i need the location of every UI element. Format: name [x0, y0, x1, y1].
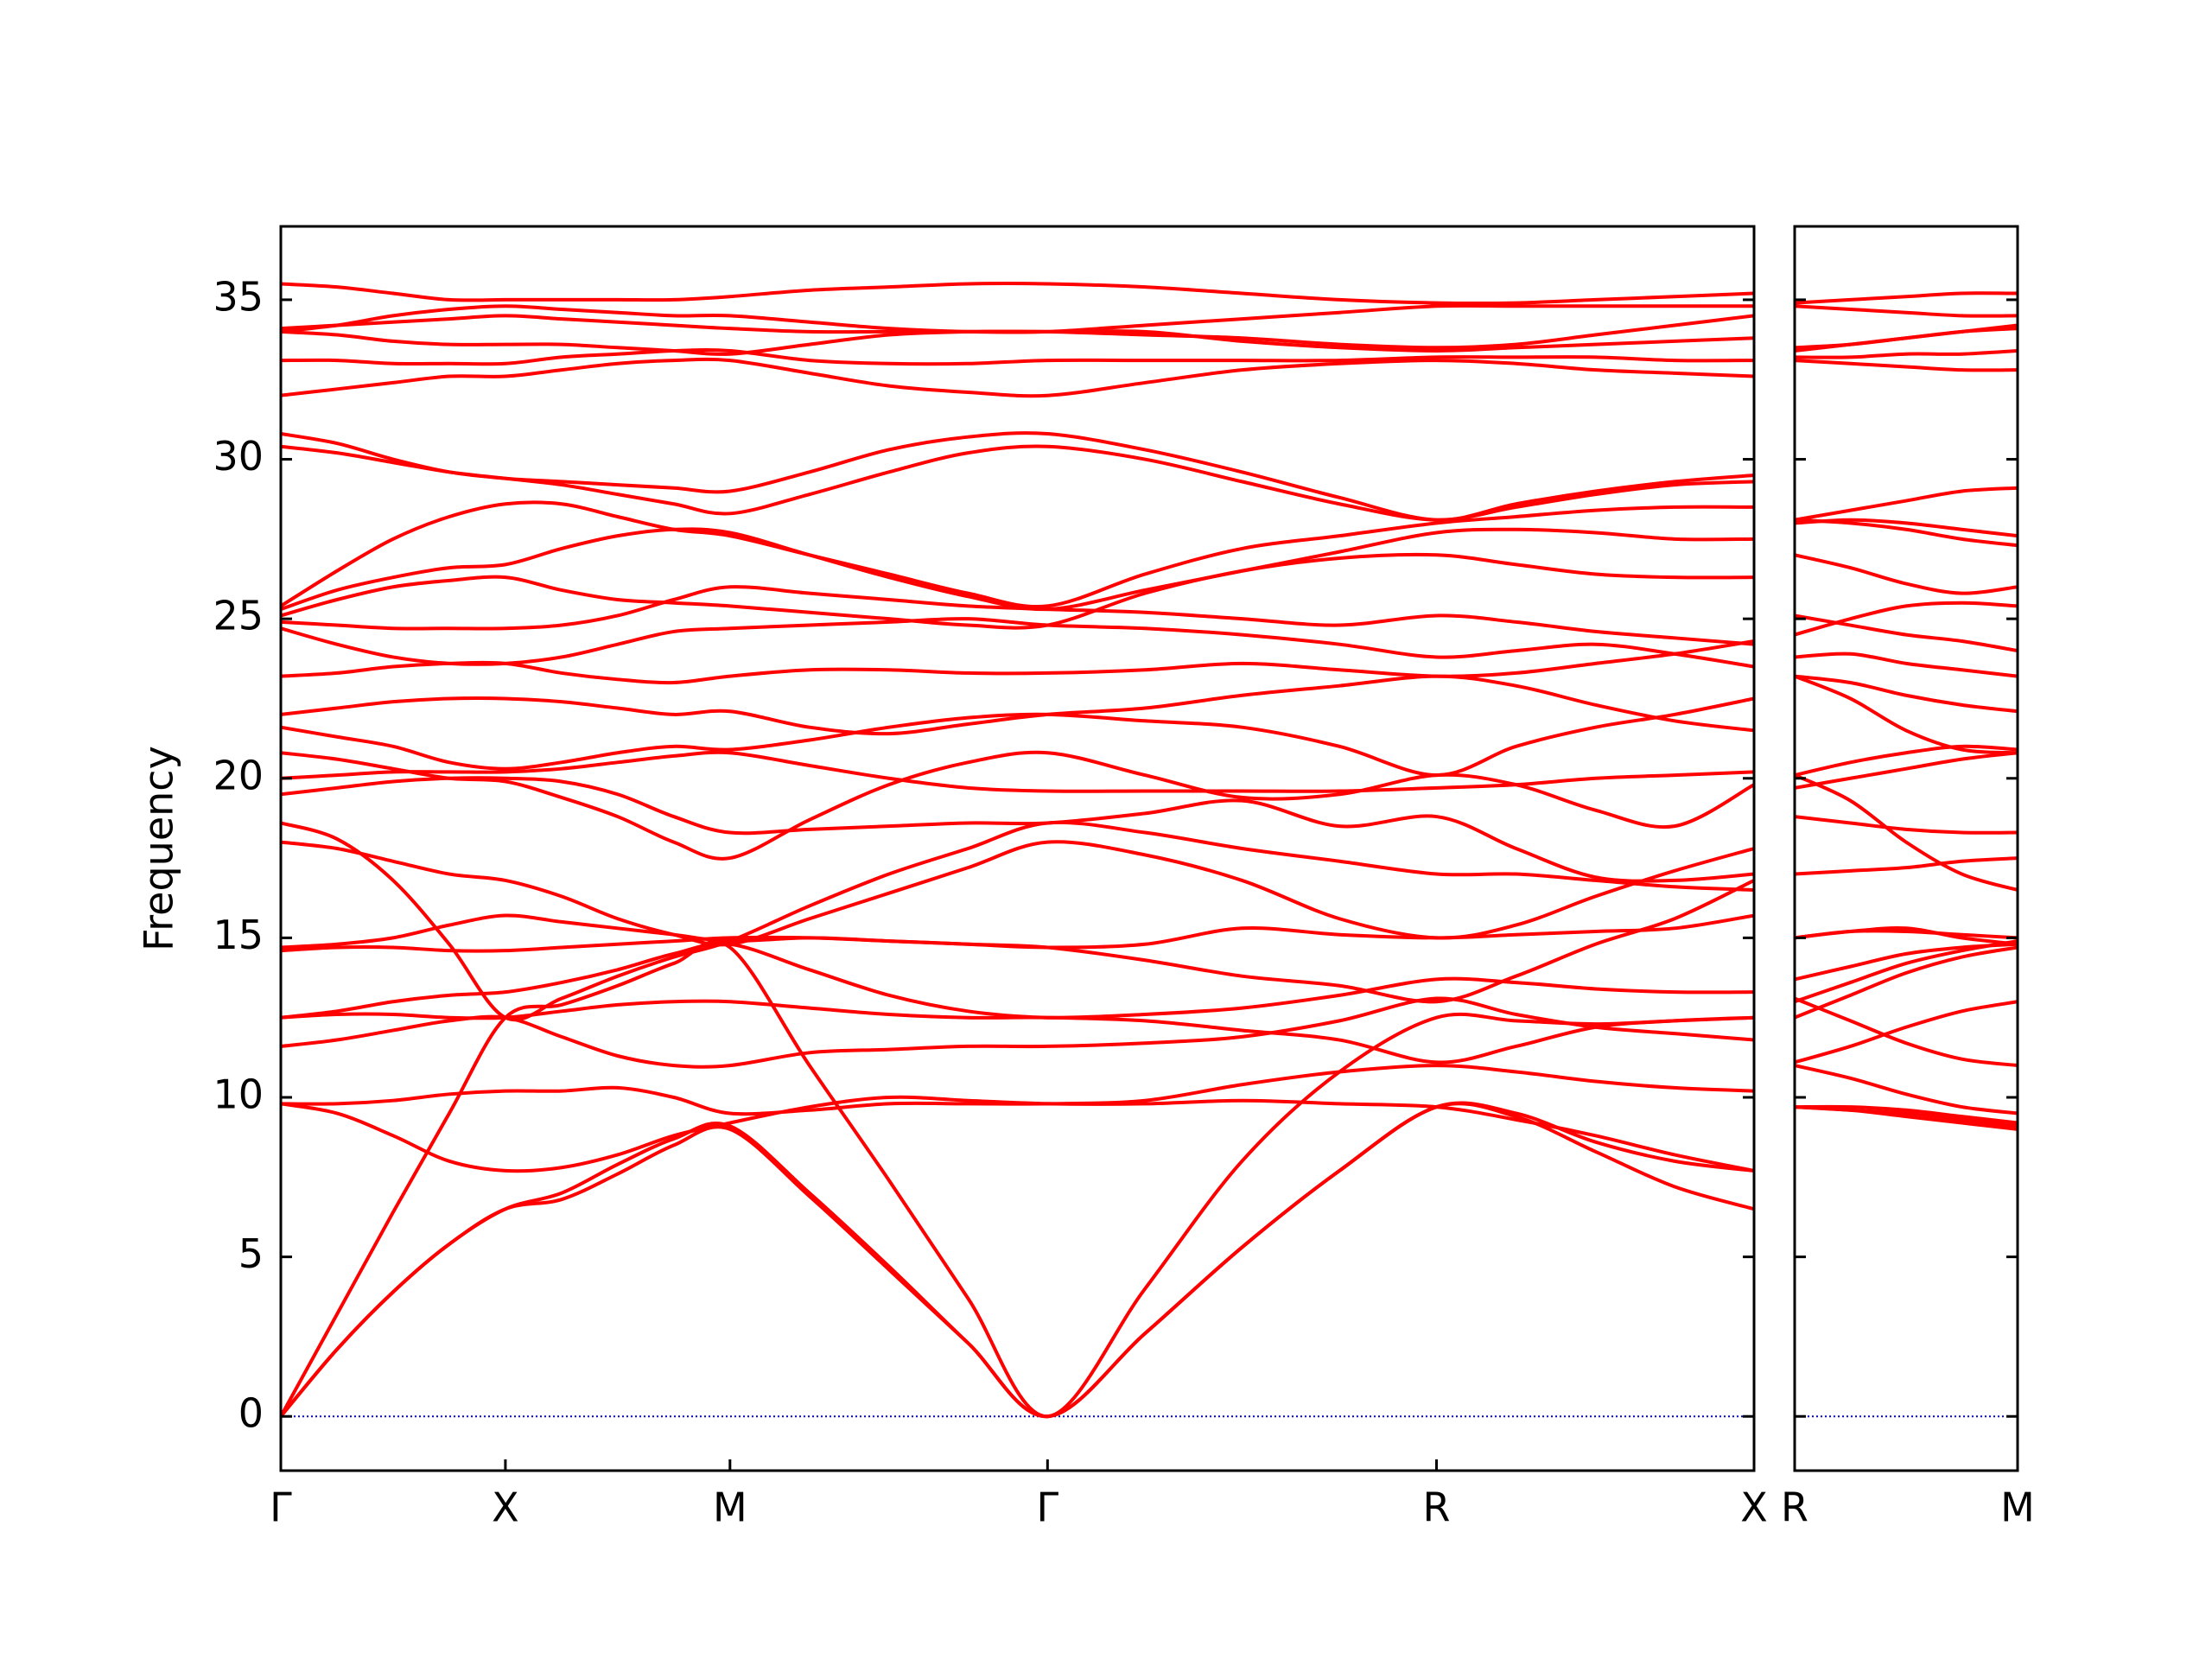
y-tick-label: 25 — [213, 593, 264, 639]
band-line — [281, 999, 1754, 1065]
plot-area — [281, 282, 1754, 1419]
x-tick-label: X — [1740, 1484, 1768, 1531]
x-tick-label: X — [492, 1484, 519, 1531]
band-line — [281, 357, 1754, 398]
band-line — [281, 996, 1754, 1069]
band-line — [1795, 291, 2018, 305]
band-line — [281, 348, 1754, 366]
band-line — [1795, 926, 2018, 946]
band-line — [1795, 553, 2018, 595]
y-tick-label: 15 — [213, 912, 264, 958]
y-tick-label: 35 — [213, 273, 264, 320]
band-line — [1795, 773, 2018, 892]
band-line — [1795, 1104, 2018, 1125]
band-line — [281, 617, 1754, 669]
band-line — [1795, 674, 2018, 755]
band-line — [281, 1064, 1754, 1116]
band-line — [281, 1101, 1754, 1419]
band-line — [281, 696, 1754, 778]
band-line — [281, 444, 1754, 522]
plot-area — [1795, 291, 2018, 1418]
band-line — [281, 820, 1754, 1022]
band-line — [1795, 518, 2018, 548]
band-line — [281, 1095, 1754, 1173]
y-axis-label: Frequency — [136, 746, 182, 951]
y-tick-label: 20 — [213, 752, 264, 798]
band-line — [281, 776, 1754, 883]
x-tick-label: M — [713, 1484, 747, 1531]
x-tick-label: R — [1781, 1484, 1808, 1531]
band-line — [281, 750, 1754, 793]
band-line — [281, 674, 1754, 736]
band-line — [281, 500, 1754, 609]
band-line — [281, 282, 1754, 306]
band-line — [281, 585, 1754, 646]
band-line — [281, 750, 1754, 861]
band-line — [281, 1102, 1754, 1419]
band-line — [1795, 815, 2018, 835]
band-line — [281, 840, 1754, 947]
y-tick-label: 5 — [238, 1230, 264, 1277]
band-line — [1795, 856, 2018, 876]
band-line — [1795, 1105, 2018, 1128]
band-line — [1795, 601, 2018, 637]
band-line — [1795, 359, 2018, 372]
band-line — [1795, 1000, 2018, 1065]
band-line — [1795, 304, 2018, 318]
x-tick-label: R — [1423, 1484, 1451, 1531]
band-line — [1795, 613, 2018, 653]
band-line — [1795, 939, 2018, 1004]
band-line — [281, 940, 1754, 1419]
axes-frame — [1793, 225, 2019, 1472]
band-line — [1795, 486, 2018, 522]
band-line — [1795, 744, 2018, 778]
band-line — [1795, 652, 2018, 678]
band-line — [281, 303, 1754, 334]
band-line — [1795, 349, 2018, 359]
band-line — [1795, 945, 2018, 1020]
band-line — [1795, 1064, 2018, 1116]
x-tick-label: Γ — [270, 1484, 292, 1531]
band-line — [281, 879, 1754, 1004]
y-tick-label: 0 — [238, 1390, 264, 1437]
x-tick-label: Γ — [1037, 1484, 1059, 1531]
band-line — [1795, 674, 2018, 714]
y-tick-label: 30 — [213, 433, 264, 480]
band-line — [1795, 323, 2018, 350]
band-line — [281, 942, 1754, 1020]
band-line — [1795, 751, 2018, 790]
band-line — [281, 527, 1754, 612]
axes-frame — [279, 225, 1756, 1472]
band-line — [281, 431, 1754, 522]
y-tick-label: 10 — [213, 1071, 264, 1118]
band-line — [281, 552, 1754, 630]
x-tick-label: M — [2000, 1484, 2035, 1531]
band-line — [1795, 996, 2018, 1068]
